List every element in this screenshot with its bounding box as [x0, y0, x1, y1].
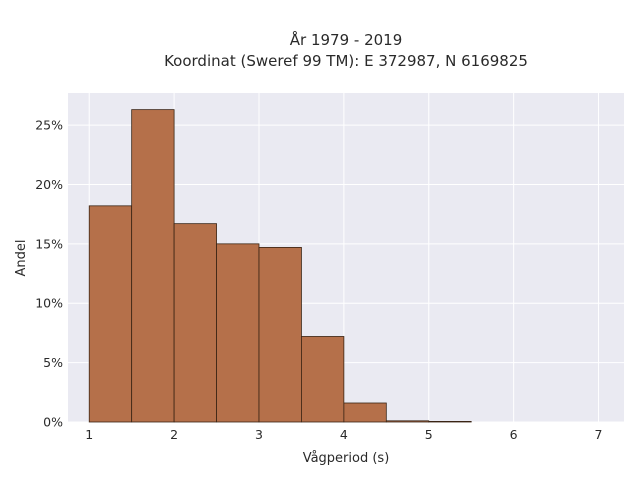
bar-5	[301, 336, 345, 423]
x-tick-label-4: 5	[425, 427, 433, 442]
y-tick-label-2: 10%	[35, 296, 63, 311]
bar-2	[173, 223, 217, 423]
y-axis-ticks: 0% 5% 10% 15% 20% 25%	[35, 118, 63, 430]
y-tick-label-0: 0%	[43, 415, 63, 430]
y-tick-label-5: 25%	[35, 118, 63, 133]
x-tick-label-2: 3	[255, 427, 263, 442]
bar-0	[88, 205, 133, 423]
bar-1	[131, 109, 175, 423]
bar-7	[385, 420, 430, 423]
bar-4	[258, 247, 302, 423]
bar-6	[343, 402, 387, 423]
chart-title-line2: Koordinat (Sweref 99 TM): E 372987, N 61…	[164, 52, 528, 70]
x-tick-label-6: 7	[595, 427, 603, 442]
chart-title-line1: År 1979 - 2019	[290, 30, 403, 49]
bar-3	[216, 243, 260, 423]
y-tick-label-3: 15%	[35, 236, 63, 251]
y-axis-label: Andel	[14, 240, 29, 277]
y-tick-label-4: 20%	[35, 177, 63, 192]
x-tick-label-1: 2	[170, 427, 178, 442]
bars	[88, 109, 472, 423]
x-tick-label-3: 4	[340, 427, 348, 442]
x-tick-label-0: 1	[85, 427, 93, 442]
x-axis-ticks: 1 2 3 4 5 6 7	[85, 427, 602, 442]
x-axis-label: Vågperiod (s)	[303, 451, 390, 466]
x-tick-label-5: 6	[510, 427, 518, 442]
bar-8	[428, 420, 472, 423]
y-tick-label-1: 5%	[43, 355, 63, 370]
